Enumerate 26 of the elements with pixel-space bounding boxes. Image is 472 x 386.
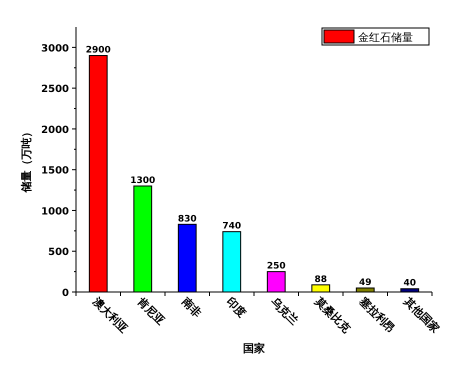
data-label: 830: [178, 214, 197, 224]
y-axis-title: 储量（万吨）: [20, 126, 33, 194]
data-label: 49: [358, 278, 372, 288]
x-tick-label: 其他国家: [400, 294, 442, 336]
y-tick-label: 500: [48, 247, 70, 258]
y-tick-label: 0: [62, 288, 70, 299]
x-tick-label: 印度: [224, 294, 248, 320]
data-label: 88: [314, 274, 328, 285]
x-tick-label: 塞拉利昂: [356, 294, 398, 336]
x-tick-label: 乌克兰: [267, 294, 301, 328]
y-tick-label: 1000: [41, 206, 70, 218]
x-tick-label: 肯尼亚: [134, 294, 168, 328]
x-axis-title: 国家: [243, 342, 265, 355]
y-tick-label: 3000: [41, 43, 70, 54]
y-tick-label: 2500: [41, 84, 70, 96]
y-tick-label: 2000: [41, 124, 70, 136]
y-tick-label: 1500: [41, 166, 70, 177]
legend-label: 金红石储量: [358, 31, 413, 44]
x-tick-label: 澳大利亚: [89, 294, 130, 336]
data-label: 740: [222, 222, 242, 232]
data-label: 1300: [130, 176, 156, 186]
data-label: 2900: [86, 46, 111, 56]
data-label: 40: [403, 278, 416, 289]
x-tick-label: 南非: [178, 294, 204, 320]
x-tick-label: 莫桑比克: [312, 294, 354, 336]
data-label: 250: [266, 262, 286, 272]
